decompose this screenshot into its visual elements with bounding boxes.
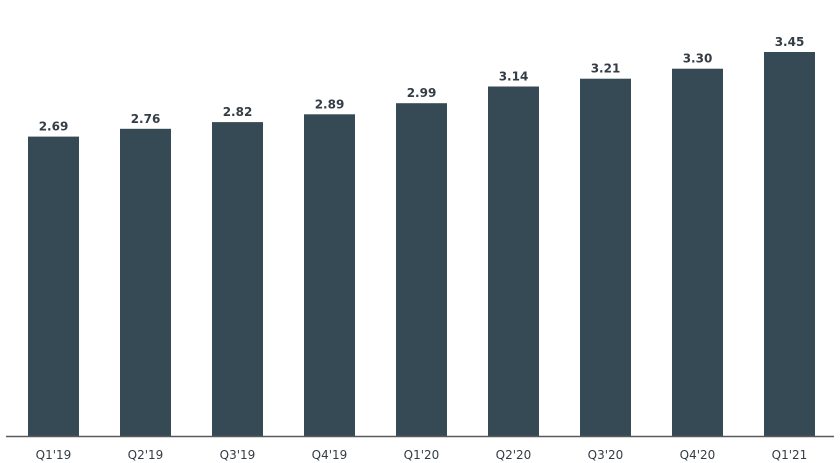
x-tick-label: Q3'20 [588, 448, 624, 462]
bar-4 [396, 103, 447, 436]
bar-value-label: 2.69 [39, 120, 69, 134]
bar-value-label: 3.21 [591, 62, 621, 76]
bar-5 [488, 86, 539, 436]
x-tick-label: Q1'21 [772, 448, 808, 462]
bar-value-label: 2.82 [223, 105, 253, 119]
x-tick-label: Q4'19 [312, 448, 348, 462]
bar-2 [212, 122, 263, 436]
x-tick-label: Q1'20 [404, 448, 440, 462]
bar-value-label: 3.30 [683, 52, 713, 66]
bar-value-label: 3.14 [499, 70, 529, 84]
x-tick-labels-group: Q1'19 Q2'19 Q3'19 Q4'19 Q1'20 Q2'20 Q3'20 Q4'20… [36, 448, 808, 462]
bars-group [28, 52, 815, 437]
bar-0 [28, 136, 79, 436]
bar-value-label: 2.99 [407, 86, 437, 100]
bar-value-label: 2.76 [131, 112, 161, 126]
bar-value-label: 3.45 [775, 35, 805, 49]
value-labels-group: 2.69 2.76 2.82 2.89 2.99 3.14 3.21 3.30 3.45 [39, 35, 805, 134]
bar-6 [580, 78, 631, 436]
bar-1 [120, 128, 171, 437]
x-tick-label: Q3'19 [220, 448, 256, 462]
bar-3 [304, 114, 355, 437]
x-tick-label: Q2'20 [496, 448, 532, 462]
bar-value-label: 2.89 [315, 97, 345, 111]
x-tick-label: Q1'19 [36, 448, 72, 462]
bar-8 [764, 52, 815, 436]
x-tick-label: Q2'19 [128, 448, 164, 462]
x-tick-label: Q4'20 [680, 448, 716, 462]
bar-7 [672, 68, 723, 436]
